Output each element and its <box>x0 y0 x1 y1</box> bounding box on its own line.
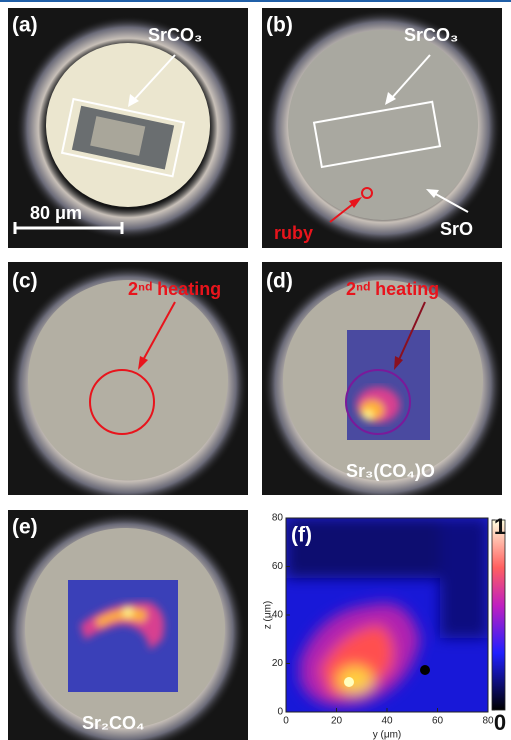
annotation: Sr₃(CO₄)O <box>346 461 435 481</box>
x-tick-label: 20 <box>331 716 343 727</box>
panel-label: (e) <box>12 516 38 539</box>
panel-label: (c) <box>12 270 38 293</box>
y-tick-label: 0 <box>277 707 283 718</box>
annotation: Sr₂CO₄ <box>82 713 145 733</box>
panel-label: (f) <box>291 524 312 547</box>
y-tick-label: 40 <box>272 610 284 621</box>
x-axis-label: y (μm) <box>373 730 402 740</box>
colorbar-tick-label: 1 <box>494 514 506 539</box>
panel-e <box>5 510 248 740</box>
panel-label: (a) <box>12 14 38 37</box>
annotation: SrCO₃ <box>404 25 458 45</box>
colorbar <box>492 520 505 710</box>
annotation: ruby <box>274 223 313 243</box>
panel-f <box>286 518 505 712</box>
scale-label: 80 μm <box>30 203 82 223</box>
annotation: 2ⁿᵈ heating <box>128 279 221 299</box>
y-tick-label: 80 <box>272 513 284 524</box>
annotation: SrO <box>440 219 473 239</box>
panel-label: (d) <box>266 270 293 293</box>
x-tick-label: 60 <box>432 716 444 727</box>
annotation: 2ⁿᵈ heating <box>346 279 439 299</box>
y-tick-label: 60 <box>272 561 284 572</box>
heatmap <box>286 518 488 712</box>
annotation: SrCO₃ <box>148 25 202 45</box>
colorbar-tick-label: 0 <box>494 710 506 735</box>
figure: (a) SrCO₃ 80 μm (b) SrCO₃ ruby SrO (c) 2… <box>0 0 511 740</box>
x-tick-label: 40 <box>381 716 393 727</box>
x-tick-label: 0 <box>283 716 289 727</box>
x-tick-label: 80 <box>482 716 494 727</box>
top-rule <box>0 0 511 2</box>
y-tick-label: 20 <box>272 658 284 669</box>
panel-label: (b) <box>266 14 293 37</box>
